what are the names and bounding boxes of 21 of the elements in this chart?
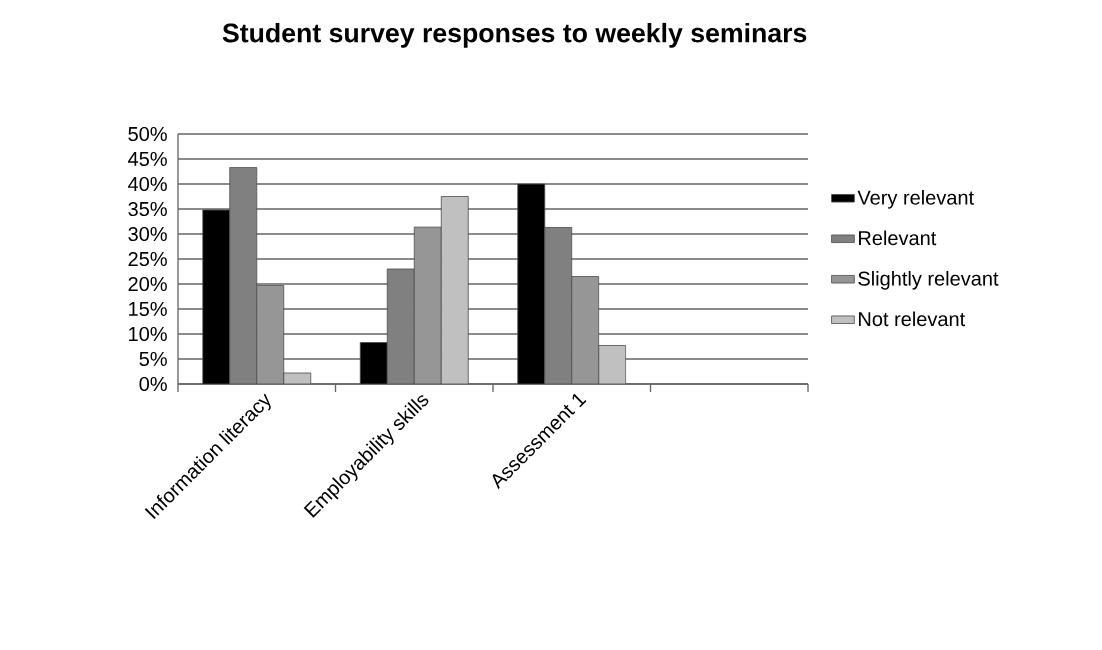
y-tick-label: 25%	[128, 251, 167, 267]
y-tick-label: 45%	[128, 151, 167, 167]
chart-title: Student survey responses to weekly seminars	[222, 22, 807, 48]
y-tick-label: 15%	[129, 301, 167, 317]
bar	[544, 227, 573, 384]
y-tick-label: 30%	[128, 226, 167, 242]
legend-label: Relevant	[859, 230, 937, 246]
y-tick-label: 40%	[128, 176, 167, 192]
legend-label: Not relevant	[859, 311, 966, 327]
y-tick-label: 50%	[128, 126, 167, 142]
y-tick-label: 10%	[129, 326, 167, 342]
bar	[440, 196, 469, 384]
bar	[386, 268, 415, 384]
y-tick-label: 35%	[128, 201, 167, 217]
y-tick-label: 0%	[139, 376, 167, 392]
bar	[598, 345, 627, 384]
bar	[229, 167, 258, 384]
y-tick-label: 5%	[139, 351, 167, 367]
legend-label: Very relevant	[857, 190, 974, 209]
legend-label: Slightly relevant	[858, 271, 999, 290]
y-tick-label: 20%	[128, 276, 167, 292]
